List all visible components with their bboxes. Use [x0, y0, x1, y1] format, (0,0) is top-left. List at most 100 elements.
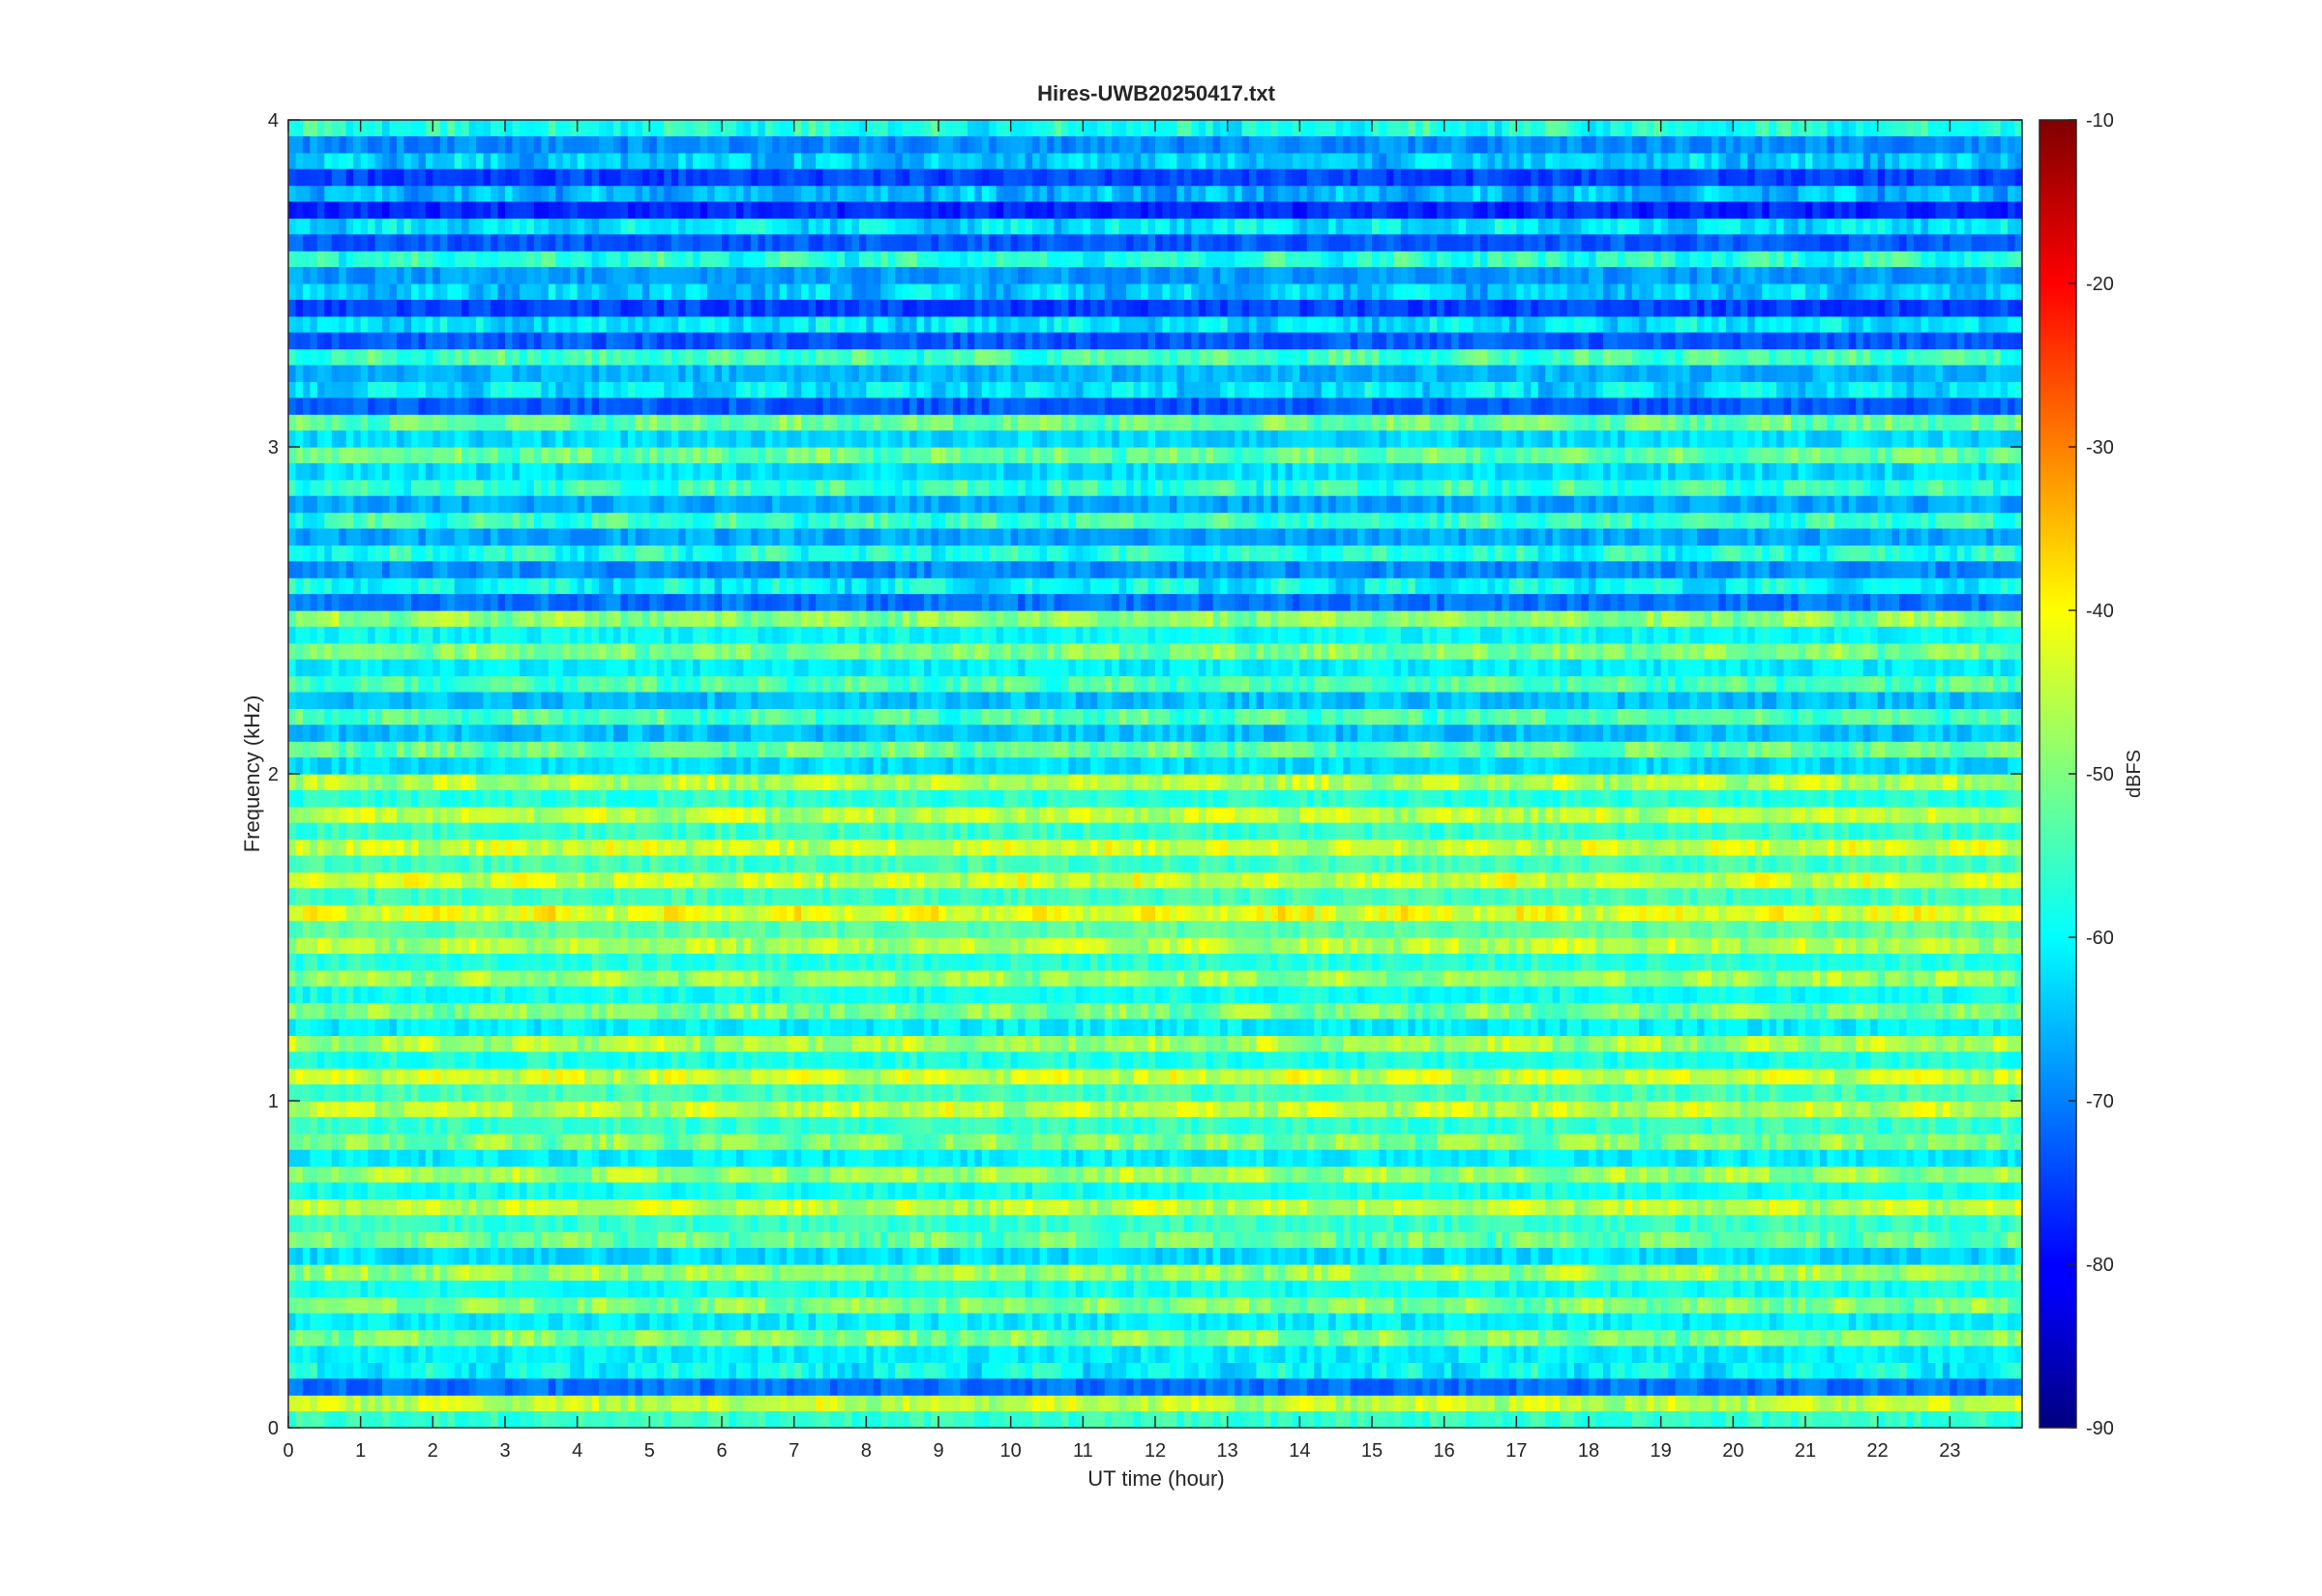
heatmap-cell	[764, 1395, 773, 1412]
heatmap-cell	[1480, 1378, 1489, 1396]
heatmap-cell	[1653, 1395, 1662, 1412]
heatmap-cell	[1414, 1329, 1423, 1347]
heatmap-cell	[873, 1378, 881, 1396]
heatmap-cell	[1328, 1411, 1337, 1429]
heatmap-cell	[1819, 1313, 1828, 1331]
heatmap-cell	[1552, 1362, 1561, 1379]
heatmap-cell	[1306, 1280, 1315, 1298]
heatmap-cell	[1733, 1296, 1742, 1315]
heatmap-cell	[570, 1345, 579, 1363]
heatmap-cell	[735, 1264, 744, 1282]
heatmap-cell	[1010, 1378, 1019, 1396]
heatmap-cell	[345, 1362, 354, 1379]
heatmap-cell	[924, 1378, 933, 1396]
heatmap-cell	[743, 1280, 752, 1298]
heatmap-cell	[1985, 1345, 1994, 1363]
heatmap-cell	[851, 1411, 860, 1429]
heatmap-cell	[1624, 1280, 1633, 1298]
heatmap-cell	[526, 1198, 535, 1216]
heatmap-cell	[1827, 1248, 1835, 1265]
heatmap-cell	[1711, 1215, 1719, 1232]
heatmap-cell	[801, 1313, 810, 1331]
heatmap-cell	[1935, 1296, 1944, 1315]
heatmap-cell	[1899, 1362, 1908, 1379]
heatmap-cell	[1985, 1215, 1994, 1232]
heatmap-cell	[374, 1149, 383, 1167]
heatmap-cell	[1610, 1133, 1619, 1151]
heatmap-cell	[1364, 1248, 1373, 1265]
heatmap-cell	[1697, 1296, 1706, 1315]
heatmap-cell	[989, 1313, 997, 1331]
heatmap-cell	[555, 1198, 564, 1216]
heatmap-cell	[707, 1084, 716, 1102]
heatmap-cell	[483, 1248, 491, 1265]
heatmap-cell	[902, 1378, 910, 1396]
heatmap-cell	[345, 1248, 354, 1265]
heatmap-cell	[837, 1264, 846, 1282]
heatmap-cell	[1328, 1296, 1337, 1315]
heatmap-cell	[627, 1166, 636, 1184]
heatmap-cell	[1537, 1215, 1546, 1232]
heatmap-cell	[382, 1116, 391, 1135]
heatmap-cell	[302, 1411, 311, 1429]
heatmap-cell	[1494, 1116, 1503, 1135]
heatmap-cell	[1141, 1296, 1149, 1315]
heatmap-cell	[1458, 1231, 1467, 1249]
heatmap-cell	[1574, 1166, 1583, 1184]
heatmap-cell	[1502, 1378, 1510, 1396]
heatmap-cell	[866, 1280, 875, 1298]
heatmap-cell	[519, 1313, 527, 1331]
heatmap-cell	[627, 1133, 636, 1151]
heatmap-cell	[722, 1329, 730, 1347]
heatmap-cell	[931, 1182, 939, 1199]
heatmap-cell	[1985, 1198, 1994, 1216]
heatmap-cell	[1379, 1149, 1387, 1167]
heatmap-cell	[606, 1149, 614, 1167]
heatmap-cell	[1689, 1149, 1698, 1167]
heatmap-cell	[1870, 1215, 1879, 1232]
heatmap-cell	[1249, 1329, 1258, 1347]
heatmap-cell	[1862, 1411, 1871, 1429]
heatmap-cell	[368, 1101, 376, 1118]
heatmap-cell	[410, 1068, 419, 1085]
heatmap-cell	[613, 1198, 622, 1216]
heatmap-cell	[620, 1248, 629, 1265]
heatmap-cell	[1227, 1395, 1235, 1412]
heatmap-cell	[858, 1280, 867, 1298]
heatmap-cell	[1169, 1182, 1177, 1199]
heatmap-cell	[1183, 1313, 1192, 1331]
heatmap-cell	[1595, 1215, 1604, 1232]
heatmap-cell	[519, 1116, 527, 1135]
heatmap-cell	[1285, 1395, 1294, 1412]
heatmap-cell	[1299, 1362, 1308, 1379]
heatmap-cell	[1083, 1411, 1091, 1429]
heatmap-cell	[1198, 1215, 1206, 1232]
heatmap-cell	[1537, 1378, 1546, 1396]
heatmap-cell	[1574, 1215, 1583, 1232]
heatmap-cell	[1047, 1101, 1056, 1118]
heatmap-cell	[1083, 1313, 1091, 1331]
heatmap-cell	[916, 1296, 925, 1315]
heatmap-cell	[397, 1149, 405, 1167]
heatmap-cell	[1841, 1166, 1850, 1184]
heatmap-cell	[1350, 1182, 1358, 1199]
heatmap-cell	[664, 1198, 672, 1216]
heatmap-cell	[1241, 1296, 1250, 1315]
heatmap-cell	[1668, 1116, 1677, 1135]
heatmap-cell	[1089, 1264, 1098, 1282]
heatmap-cell	[1408, 1329, 1416, 1347]
heatmap-cell	[345, 1116, 354, 1135]
heatmap-cell	[295, 1149, 304, 1167]
heatmap-cell	[1097, 1280, 1106, 1298]
heatmap-cell	[512, 1116, 521, 1135]
heatmap-cell	[548, 1198, 556, 1216]
heatmap-cell	[1891, 1231, 1900, 1249]
heatmap-cell	[397, 1248, 405, 1265]
heatmap-cell	[1118, 1264, 1127, 1282]
heatmap-cell	[989, 1329, 997, 1347]
heatmap-cell	[1480, 1101, 1489, 1118]
heatmap-cell	[1718, 1329, 1727, 1347]
heatmap-cell	[1776, 1198, 1785, 1216]
heatmap-cell	[1328, 1166, 1337, 1184]
heatmap-cell	[2014, 1345, 2023, 1363]
